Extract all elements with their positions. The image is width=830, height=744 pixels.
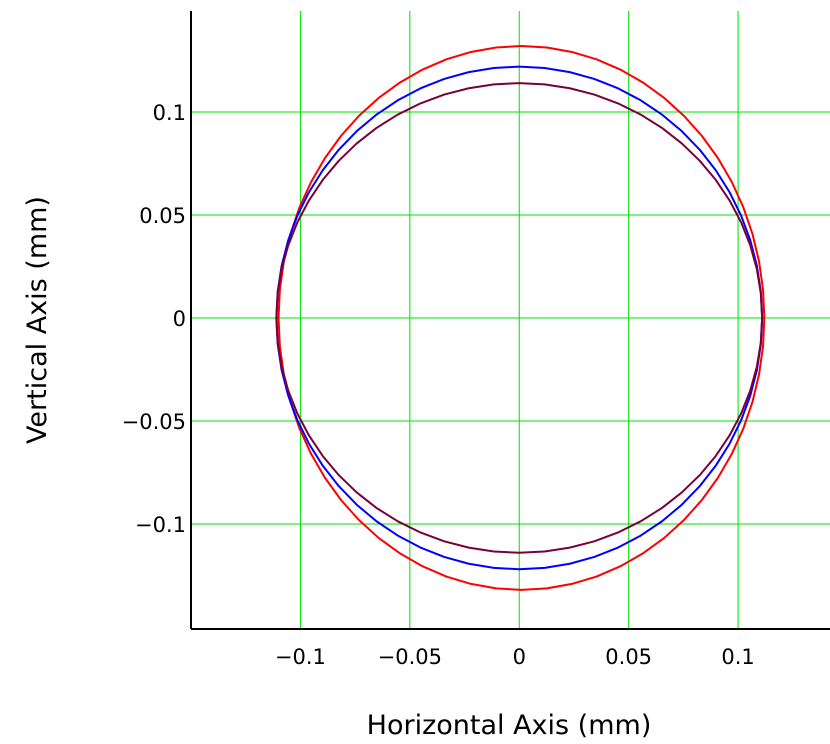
x-tick-label: −0.05 [378,645,442,669]
series-1-curve [277,45,766,591]
series-3-curve [275,82,764,554]
x-tick-label: 0.05 [605,645,652,669]
y-tick-label: 0.05 [139,204,186,228]
grid-lines [191,11,830,629]
x-tick-label: −0.1 [275,645,326,669]
x-tick-label: 0 [513,645,526,669]
series-layer [275,45,766,591]
x-tick-label: 0.1 [721,645,754,669]
y-tick-label: −0.05 [122,410,186,434]
axes [190,11,830,630]
y-tick-label: −0.1 [135,513,186,537]
x-tick-labels: −0.1 −0.05 0 0.05 0.1 [275,645,755,669]
y-tick-labels: 0.1 0.05 0 −0.05 −0.1 [122,101,186,537]
y-axis-label: Vertical Axis (mm) [22,196,53,444]
y-tick-label: 0.1 [153,101,186,125]
x-axis-label: Horizontal Axis (mm) [367,710,652,741]
y-tick-label: 0 [173,307,186,331]
